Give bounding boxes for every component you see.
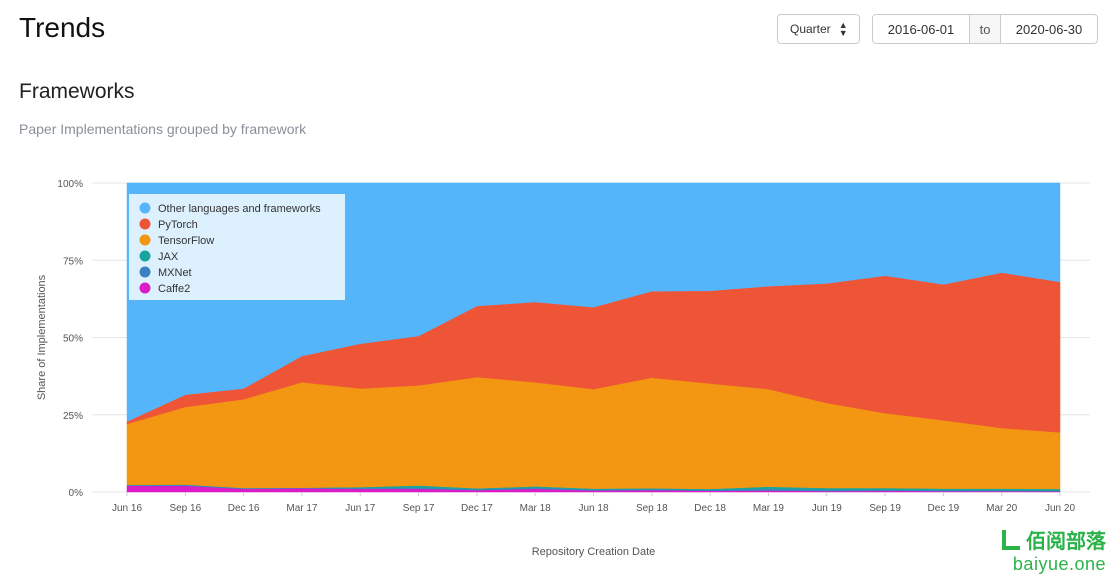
y-tick-label: 25% bbox=[63, 411, 83, 422]
x-tick-label: Jun 16 bbox=[112, 503, 142, 514]
x-tick-label: Mar 18 bbox=[520, 503, 552, 514]
legend-marker bbox=[139, 218, 151, 230]
watermark-line2: baiyue.one bbox=[1012, 554, 1106, 574]
x-tick-label: Mar 20 bbox=[986, 503, 1018, 514]
section-title: Frameworks bbox=[19, 80, 135, 103]
period-select-value: Quarter bbox=[790, 22, 831, 36]
legend-marker bbox=[139, 250, 151, 262]
frameworks-area-chart: 0% 25% 50% 75% 100% Jun 16 Sep 16 Dec 16 Mar 17 J… bbox=[36, 179, 1090, 558]
y-axis-title: Share of Implementations bbox=[36, 274, 48, 400]
date-to-input[interactable]: 2020-06-30 bbox=[1015, 21, 1083, 37]
x-tick-label: Mar 17 bbox=[286, 503, 318, 514]
x-tick-label: Dec 16 bbox=[228, 503, 260, 514]
x-tick-label: Mar 19 bbox=[753, 503, 785, 514]
date-from-input[interactable]: 2016-06-01 bbox=[887, 21, 955, 37]
page-title: Trends bbox=[19, 12, 106, 43]
watermark-logo-icon bbox=[1002, 529, 1020, 550]
y-tick-label: 50% bbox=[63, 334, 83, 345]
x-tick-label: Dec 19 bbox=[928, 503, 960, 514]
x-tick-label: Sep 18 bbox=[636, 503, 668, 514]
legend-box bbox=[129, 194, 345, 300]
watermark-line1: 佰阅部落 bbox=[1026, 531, 1106, 553]
legend-item-label: PyTorch bbox=[158, 219, 198, 231]
legend-item-label: MXNet bbox=[158, 267, 192, 279]
toolbar: Quarter ▲ ▼ 2016-06-01 to 2020-06-30 bbox=[777, 14, 1098, 44]
x-tick-label: Sep 16 bbox=[169, 503, 201, 514]
legend-marker bbox=[139, 202, 151, 214]
sort-caret-icon: ▲ ▼ bbox=[838, 20, 848, 38]
period-select[interactable]: Quarter ▲ ▼ bbox=[777, 14, 860, 44]
x-tick-label: Dec 17 bbox=[461, 503, 493, 514]
legend-marker bbox=[139, 234, 151, 246]
legend-marker bbox=[139, 266, 151, 278]
y-tick-label: 0% bbox=[69, 488, 84, 499]
x-tick-label: Jun 20 bbox=[1045, 503, 1075, 514]
legend-item-label: Caffe2 bbox=[158, 283, 190, 295]
y-tick-label: 100% bbox=[57, 179, 83, 190]
x-tick-label: Jun 17 bbox=[345, 503, 375, 514]
y-tick-label: 75% bbox=[63, 256, 83, 267]
area-series-other-languages-and-frameworks bbox=[126, 182, 1061, 422]
section-subtitle: Paper Implementations grouped by framewo… bbox=[19, 121, 307, 137]
date-range-separator: to bbox=[969, 15, 1001, 43]
legend-item-label: JAX bbox=[158, 251, 179, 263]
legend-marker bbox=[139, 282, 151, 294]
x-tick-label: Sep 19 bbox=[869, 503, 901, 514]
x-tick-label: Jun 19 bbox=[812, 503, 842, 514]
x-tick-label: Dec 18 bbox=[694, 503, 726, 514]
x-tick-label: Sep 17 bbox=[403, 503, 435, 514]
legend-item-label: Other languages and frameworks bbox=[158, 203, 321, 215]
legend-item-label: TensorFlow bbox=[158, 235, 214, 247]
x-axis-title: Repository Creation Date bbox=[532, 546, 656, 558]
date-range-picker: 2016-06-01 to 2020-06-30 bbox=[872, 14, 1098, 44]
watermark: 佰阅部落 baiyue.one bbox=[1002, 525, 1106, 575]
x-tick-label: Jun 18 bbox=[578, 503, 608, 514]
